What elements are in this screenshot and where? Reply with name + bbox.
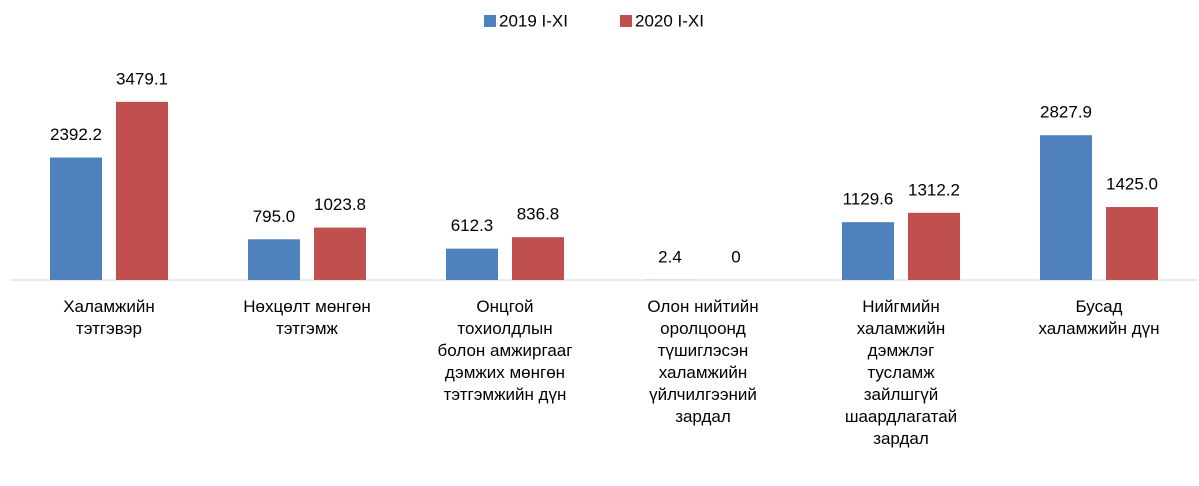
legend-label: 2020 I-XI: [635, 11, 704, 30]
bar: [116, 101, 168, 280]
x-tick-label: Нөхцөлт мөнгөн тэтгэмж: [243, 297, 371, 338]
legend-swatch: [620, 15, 632, 27]
data-label: 0: [731, 247, 740, 266]
bar: [908, 212, 960, 280]
bar: [248, 239, 300, 280]
data-label: 836.8: [517, 205, 560, 224]
data-label: 612.3: [451, 216, 494, 235]
x-tick-label: Бусад халамжийн дүн: [1038, 297, 1160, 338]
data-label: 2.4: [658, 247, 682, 266]
legend-label: 2019 I-XI: [499, 11, 568, 30]
data-label: 3479.1: [116, 69, 168, 88]
data-label: 795.0: [253, 207, 296, 226]
x-tick-label: Онцгой тохиолдлын болон амжиргааг дэмжих…: [437, 297, 573, 404]
bar: [446, 248, 498, 280]
bar: [842, 222, 894, 280]
data-label: 2392.2: [50, 125, 102, 144]
data-label: 1312.2: [908, 180, 960, 199]
x-tick-label: Халамжийн тэтгэвэр: [63, 297, 155, 338]
bar: [314, 227, 366, 280]
data-label: 1129.6: [843, 190, 894, 209]
x-tick-label: Нийгмийн халамжийн дэмжлэг тусламж зайлш…: [844, 297, 958, 448]
data-label: 1425.0: [1106, 175, 1158, 194]
bar: [512, 237, 564, 280]
bar: [1040, 135, 1092, 280]
x-tick-label: Олон нийтийн оролцоонд түшиглэсэн халамж…: [647, 297, 759, 426]
bar: [1106, 207, 1158, 280]
data-label: 1023.8: [314, 195, 366, 214]
data-label: 2827.9: [1040, 103, 1092, 122]
legend-swatch: [484, 15, 496, 27]
bar: [50, 157, 102, 280]
